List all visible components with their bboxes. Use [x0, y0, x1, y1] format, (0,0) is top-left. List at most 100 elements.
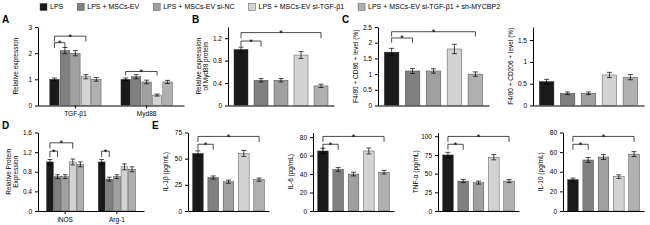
y-tick: 1.6	[23, 129, 38, 136]
error-bar	[366, 148, 371, 154]
y-axis-title: TNF-α (pg/mL)	[412, 150, 420, 193]
significance-label: *	[579, 140, 583, 150]
bar	[274, 80, 288, 105]
error-bar	[239, 47, 244, 51]
y-axis-line	[533, 28, 534, 107]
bar	[254, 80, 268, 105]
y-tick: 0.8	[213, 57, 228, 64]
error-bar	[70, 159, 75, 165]
panel-title: B	[192, 14, 199, 25]
y-tick-label: 80	[300, 134, 308, 141]
y-tick-label: 1.2	[213, 35, 222, 42]
error-bar	[461, 180, 466, 183]
error-bar	[48, 159, 53, 164]
y-axis-line	[438, 133, 439, 212]
y-axis-title: F4/80 + CD206 + level (%)	[507, 28, 515, 105]
y-tick-mark	[310, 193, 313, 194]
y-axis-title: IL-10 (pg/mL)	[537, 152, 545, 191]
annotations: **	[579, 132, 606, 150]
error-bar	[83, 75, 88, 79]
y-tick: 0.8	[23, 168, 38, 175]
y-tick: 0.4	[23, 188, 38, 195]
y-axis-line	[38, 28, 39, 107]
x-axis: TGF-β1Myd88	[39, 106, 185, 119]
significance-label: *	[140, 67, 144, 77]
y-axis-title: IL-6 (pg/mL)	[287, 154, 295, 189]
annotations: * * *	[52, 138, 108, 156]
y-axis-title: F4/80 + CD86 + level (%)	[352, 30, 360, 103]
y-tick-label: 1.5	[363, 55, 372, 62]
plot-area	[384, 32, 482, 106]
y-tick-mark	[225, 61, 228, 62]
bar	[142, 82, 151, 106]
bar	[443, 155, 454, 211]
error-bar	[130, 167, 135, 172]
y-axis-title: IL-1β (pg/mL)	[162, 152, 170, 191]
figure: ***0123TGF-β1Myd88Relative expressionALP…	[0, 0, 650, 225]
legend-swatch	[77, 4, 84, 11]
significance-label: *	[602, 132, 606, 142]
error-bar	[259, 79, 264, 82]
x-tick-label: Arg-1	[109, 216, 125, 224]
x-tick: iNOS	[57, 211, 73, 223]
y-axis: 00.40.81.2	[213, 28, 229, 110]
y-tick: 25	[425, 189, 438, 196]
y-tick-label: 0.5	[363, 86, 372, 93]
y-tick: 0	[28, 102, 38, 109]
significance-label: *	[432, 27, 436, 37]
y-tick-label: 40	[550, 168, 558, 175]
bar	[560, 93, 575, 105]
legend-item: LPS + MSCs-EV	[77, 3, 139, 10]
legend: LPSLPS + MSCs-EVLPS + MSCs-EV si-NCLPS +…	[40, 3, 500, 11]
x-axis	[229, 106, 335, 107]
y-tick-label: 0	[28, 208, 32, 215]
bar	[223, 182, 234, 211]
y-tick-label: 0.8	[213, 57, 222, 64]
y-axis-line	[378, 28, 379, 107]
y-axis-line	[38, 133, 39, 212]
error-bar	[570, 178, 575, 181]
y-axis-line	[228, 28, 229, 107]
bar	[581, 93, 596, 105]
panel: **020406080IL-6 (pg/mL)	[287, 132, 395, 215]
bar	[77, 164, 84, 211]
y-axis: 020406080	[550, 129, 564, 215]
y-tick: 1.5	[518, 37, 533, 44]
significance-label: *	[329, 140, 333, 150]
y-tick-mark	[375, 74, 378, 75]
bar	[504, 181, 515, 211]
y-axis-line	[563, 133, 564, 212]
legend-label: LPS + MSCs-EV si-TGF-β1 + sh-MYCBP2	[368, 3, 500, 11]
error-bar	[226, 180, 231, 183]
y-tick: 1	[368, 71, 378, 78]
y-tick: 0	[368, 102, 378, 109]
y-axis-title: Relative ProteinExpression	[5, 148, 21, 194]
y-tick-label: 1.6	[23, 129, 32, 136]
error-bar	[628, 75, 633, 80]
y-tick-label: 2	[28, 50, 32, 57]
significance-label: *	[104, 147, 108, 157]
bar	[69, 162, 76, 211]
legend-swatch	[358, 4, 365, 11]
y-tick-label: 0	[368, 102, 372, 109]
y-tick-mark	[560, 191, 563, 192]
y-tick-label: 50	[425, 170, 433, 177]
y-tick: 1.2	[213, 35, 228, 42]
y-tick-mark	[310, 211, 313, 212]
bar	[447, 49, 462, 106]
significance-label: *	[52, 147, 56, 157]
error-bar	[257, 178, 262, 181]
bar	[314, 86, 328, 106]
bar	[539, 82, 554, 106]
x-axis-line	[439, 211, 520, 212]
y-tick-label: 25	[175, 181, 183, 188]
x-tick-label: TGF-β1	[64, 110, 87, 118]
y-tick: 40	[300, 171, 313, 178]
error-bar	[211, 176, 216, 179]
y-tick-label: 0	[303, 208, 307, 215]
x-axis-line	[379, 106, 490, 107]
bar	[98, 162, 105, 211]
panel: ***0123TGF-β1Myd88Relative expressionA	[2, 14, 185, 118]
significance-label: *	[60, 138, 64, 148]
y-axis: 020406080	[300, 133, 314, 215]
